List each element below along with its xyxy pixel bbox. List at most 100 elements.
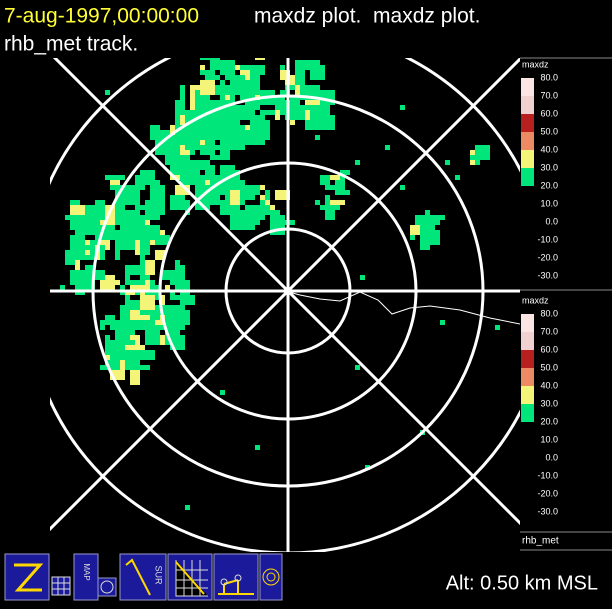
- echo-cell: [215, 105, 230, 115]
- echo-cell: [225, 140, 230, 155]
- legend-label: 60.0: [540, 108, 558, 118]
- echo-cell: [135, 200, 140, 215]
- echo-cell: [240, 180, 245, 185]
- echo-cell: [155, 130, 170, 145]
- echo-cell: [135, 335, 140, 350]
- echo-cell: [185, 200, 190, 215]
- echo-cell: [475, 145, 490, 150]
- echo-cell: [210, 125, 225, 130]
- echo-cell: [70, 200, 80, 205]
- echo-cell: [125, 200, 140, 205]
- echo-cell: [315, 90, 330, 95]
- echo-cell: [125, 295, 130, 300]
- echo-cell: [400, 105, 405, 110]
- echo-cell: [130, 220, 135, 225]
- echo-cell: [120, 355, 125, 370]
- echo-cell: [175, 130, 180, 145]
- echo-cell: [200, 175, 205, 190]
- echo-cell: [145, 210, 160, 220]
- echo-cell: [175, 185, 190, 195]
- echo-cell: [160, 335, 165, 345]
- echo-cell: [240, 190, 255, 200]
- legend-label: 30.0: [540, 162, 558, 172]
- echo-cell: [70, 220, 75, 230]
- echo-cell: [115, 220, 120, 225]
- echo-cell: [240, 70, 250, 75]
- ship-track: [284, 290, 520, 325]
- echo-cell: [440, 320, 445, 325]
- map-button[interactable]: [73, 553, 99, 601]
- zoom-button[interactable]: [4, 553, 50, 601]
- echo-cell: [195, 180, 200, 185]
- echo-cell: [230, 205, 235, 220]
- surveillance-button[interactable]: [119, 553, 167, 601]
- echoes: [60, 58, 500, 510]
- echo-cell: [195, 145, 210, 150]
- echo-cell: [140, 295, 155, 310]
- echo-cell: [110, 320, 120, 325]
- echo-cell: [145, 340, 155, 345]
- echo-cell: [205, 58, 220, 60]
- echo-cell: [205, 110, 215, 125]
- echo-cell: [275, 95, 280, 110]
- legend-label: -20.0: [537, 252, 558, 262]
- echo-cell: [135, 240, 140, 255]
- echo-cell: [335, 175, 345, 190]
- echo-cell: [360, 275, 365, 280]
- echo-cell: [130, 370, 140, 385]
- echo-cell: [220, 80, 225, 85]
- echo-cell: [130, 330, 135, 335]
- echo-cell: [100, 220, 115, 225]
- echo-cell: [95, 225, 105, 240]
- echo-cell: [315, 85, 320, 95]
- echo-cell: [140, 275, 150, 280]
- echo-cell: [170, 295, 180, 300]
- legend-label: 10.0: [540, 434, 558, 444]
- echo-cell: [75, 215, 80, 220]
- grid-button[interactable]: [51, 576, 71, 596]
- echo-cell: [130, 360, 135, 370]
- echo-cell: [310, 115, 325, 130]
- echo-cell: [315, 200, 320, 205]
- legend-label: 20.0: [540, 416, 558, 426]
- echo-cell: [455, 175, 460, 180]
- echo-cell: [255, 185, 260, 195]
- echo-cell: [175, 265, 185, 280]
- echo-cell: [145, 260, 155, 275]
- section-button[interactable]: [213, 553, 259, 601]
- echo-cell: [235, 205, 240, 220]
- legend-label: 50.0: [540, 126, 558, 136]
- legend-label: 80.0: [540, 308, 558, 318]
- echo-cell: [325, 195, 330, 210]
- radar-plot: [50, 58, 520, 552]
- echo-cell: [145, 235, 155, 240]
- echo-cell: [140, 240, 150, 255]
- echo-cell: [260, 200, 265, 215]
- echo-cell: [110, 360, 115, 365]
- echo-cell: [85, 265, 95, 275]
- track-label: rhb_met: [522, 536, 559, 547]
- echo-cell: [60, 285, 65, 290]
- echo-cell: [150, 280, 155, 295]
- echo-cell: [90, 215, 105, 220]
- timestamp: 7-aug-1997,00:00:00: [4, 5, 199, 28]
- ppi-button[interactable]: [259, 553, 283, 601]
- legend-label: -10.0: [537, 234, 558, 244]
- echo-cell: [75, 220, 85, 235]
- echo-cell: [175, 115, 180, 130]
- echo-cell: [140, 350, 155, 360]
- echo-cell: [230, 75, 245, 80]
- echo-cell: [180, 280, 190, 295]
- echo-cell: [240, 115, 245, 120]
- echo-cell: [135, 175, 145, 190]
- echo-cell: [75, 280, 85, 295]
- echo-cell: [185, 135, 200, 150]
- echo-cell: [320, 65, 325, 75]
- echo-cell: [190, 125, 195, 130]
- echo-cell: [330, 200, 345, 205]
- legend-label: 0.0: [545, 452, 558, 462]
- echo-cell: [110, 370, 125, 380]
- echo-cell: [310, 70, 325, 80]
- legend-label: 60.0: [540, 344, 558, 354]
